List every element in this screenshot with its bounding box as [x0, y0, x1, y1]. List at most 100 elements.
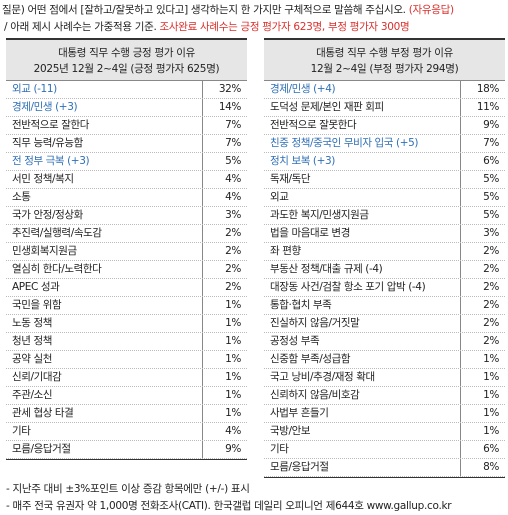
row-value: 2% — [460, 297, 499, 314]
row-label: 경제/민생 (+3) — [12, 101, 78, 113]
positive-subtitle: 2025년 12월 2~4일 (긍정 평가자 625명) — [33, 63, 220, 75]
row-value: 8% — [460, 459, 499, 476]
row-value: 1% — [202, 351, 241, 368]
question-text: 질문) 어떤 점에서 [잘하고/잘못하고 있다고] 생각하는지 한 가지만 구체… — [2, 2, 506, 36]
row-label: 추진력/실행력/속도감 — [12, 227, 102, 239]
sample-note: / 아래 제시 사례수는 가중적용 기준. — [4, 21, 160, 33]
row-label: 정치 보복 (+3) — [270, 155, 335, 167]
table-row: 청년 정책 1% — [6, 333, 247, 351]
footnote-change: - 지난주 대비 ±3%포인트 이상 증감 항목에만 (+/-) 표시 — [6, 483, 250, 495]
table-row: 대장동 사건/검찰 항소 포기 압박 (-4) 2% — [264, 279, 505, 297]
row-value: 7% — [202, 135, 241, 152]
row-value: 2% — [202, 225, 241, 242]
row-value: 2% — [460, 261, 499, 278]
positive-rows: 외교 (-11) 32% 경제/민생 (+3) 14% 전반적으로 잘한다 7% 직무 능력… — [6, 81, 247, 460]
row-label: 열심히 한다/노력한다 — [12, 263, 102, 275]
row-label: 친중 정책/중국인 무비자 입국 (+5) — [270, 137, 419, 149]
row-value: 6% — [460, 153, 499, 170]
row-label: 전반적으로 잘한다 — [12, 119, 90, 131]
row-label: 과도한 복지/민생지원금 — [270, 209, 369, 221]
row-label: 외교 (-11) — [12, 83, 57, 95]
footnotes: - 지난주 대비 ±3%포인트 이상 증감 항목에만 (+/-) 표시 - 매주… — [6, 481, 506, 515]
row-value: 5% — [460, 171, 499, 188]
table-row: 도덕성 문제/본인 재판 회피 11% — [264, 99, 505, 117]
question-prefix: 질문) 어떤 점에서 [잘하고/잘못하고 있다고] 생각하는지 한 가지만 구체… — [2, 4, 409, 16]
row-label: 모름/응답거절 — [270, 461, 329, 473]
row-value: 3% — [202, 207, 241, 224]
table-row: 열심히 한다/노력한다 2% — [6, 261, 247, 279]
table-row: 소통 4% — [6, 189, 247, 207]
row-value: 2% — [460, 279, 499, 296]
table-row: 전반적으로 잘한다 7% — [6, 117, 247, 135]
row-value: 4% — [202, 189, 241, 206]
row-value: 1% — [460, 387, 499, 404]
table-row: 통합·협치 부족 2% — [264, 297, 505, 315]
row-label: 도덕성 문제/본인 재판 회피 — [270, 101, 384, 113]
negative-table-header: 대통령 직무 수행 부정 평가 이유 12월 2~4일 (부정 평가자 294명… — [264, 40, 505, 81]
row-value: 6% — [460, 441, 499, 458]
table-row: 노동 정책 1% — [6, 315, 247, 333]
row-value: 3% — [460, 225, 499, 242]
row-label: 법을 마음대로 변경 — [270, 227, 350, 239]
table-row: 신뢰/기대감 1% — [6, 369, 247, 387]
row-value: 2% — [460, 333, 499, 350]
row-label: 소통 — [12, 191, 31, 203]
row-label: 대장동 사건/검찰 항소 포기 압박 (-4) — [270, 281, 426, 293]
row-label: 기타 — [270, 443, 289, 455]
row-label: 공정성 부족 — [270, 335, 320, 347]
table-row: 모름/응답거절 8% — [264, 459, 505, 477]
table-row: 관세 협상 타결 1% — [6, 405, 247, 423]
row-value: 1% — [460, 405, 499, 422]
row-label: 전반적으로 잘못한다 — [270, 119, 357, 131]
row-value: 4% — [202, 423, 241, 440]
row-value: 1% — [460, 369, 499, 386]
table-row: 외교 (-11) 32% — [6, 81, 247, 99]
question-tag: (자유응답) — [408, 4, 454, 16]
table-row: 경제/민생 (+3) 14% — [6, 99, 247, 117]
row-value: 7% — [460, 135, 499, 152]
row-label: 서민 정책/복지 — [12, 173, 74, 185]
row-value: 5% — [202, 153, 241, 170]
row-label: 민생회복지원금 — [12, 245, 77, 257]
table-row: 모름/응답거절 9% — [6, 441, 247, 459]
row-label: 국민을 위함 — [12, 299, 62, 311]
row-label: 관세 협상 타결 — [12, 407, 74, 419]
table-row: 좌 편향 2% — [264, 243, 505, 261]
row-value: 1% — [202, 387, 241, 404]
table-row: 친중 정책/중국인 무비자 입국 (+5) 7% — [264, 135, 505, 153]
table-row: 신뢰하지 않음/비호감 1% — [264, 387, 505, 405]
row-label: 통합·협치 부족 — [270, 299, 332, 311]
row-value: 2% — [202, 261, 241, 278]
row-value: 1% — [460, 423, 499, 440]
row-label: 주관/소신 — [12, 389, 53, 401]
table-row: 국고 낭비/추경/재정 확대 1% — [264, 369, 505, 387]
footnote-source: - 매주 전국 유권자 약 1,000명 전화조사(CATI). 한국갤럽 데일… — [6, 500, 452, 512]
row-value: 7% — [202, 117, 241, 134]
table-row: 추진력/실행력/속도감 2% — [6, 225, 247, 243]
row-label: 모름/응답거절 — [12, 443, 71, 455]
table-row: 전 정부 극복 (+3) 5% — [6, 153, 247, 171]
positive-table: 대통령 직무 수행 긍정 평가 이유 2025년 12월 2~4일 (긍정 평가… — [6, 38, 247, 460]
table-row: 민생회복지원금 2% — [6, 243, 247, 261]
positive-title: 대통령 직무 수행 긍정 평가 이유 — [58, 47, 195, 59]
row-label: 사법부 흔들기 — [270, 407, 329, 419]
row-label: 청년 정책 — [12, 335, 52, 347]
table-row: 주관/소신 1% — [6, 387, 247, 405]
row-value: 2% — [202, 279, 241, 296]
negative-table: 대통령 직무 수행 부정 평가 이유 12월 2~4일 (부정 평가자 294명… — [264, 38, 505, 478]
table-row: 외교 5% — [264, 189, 505, 207]
table-row: 전반적으로 잘못한다 9% — [264, 117, 505, 135]
row-label: 국가 안정/정상화 — [12, 209, 83, 221]
table-row: 국민을 위함 1% — [6, 297, 247, 315]
row-value: 1% — [202, 297, 241, 314]
row-label: 신뢰하지 않음/비호감 — [270, 389, 360, 401]
row-value: 4% — [202, 171, 241, 188]
row-label: 국고 낭비/추경/재정 확대 — [270, 371, 375, 383]
table-row: 경제/민생 (+4) 18% — [264, 81, 505, 99]
row-value: 9% — [202, 441, 241, 458]
row-label: 전 정부 극복 (+3) — [12, 155, 90, 167]
row-label: 외교 — [270, 191, 289, 203]
row-label: 공약 실천 — [12, 353, 52, 365]
row-label: 신뢰/기대감 — [12, 371, 62, 383]
row-value: 1% — [202, 315, 241, 332]
